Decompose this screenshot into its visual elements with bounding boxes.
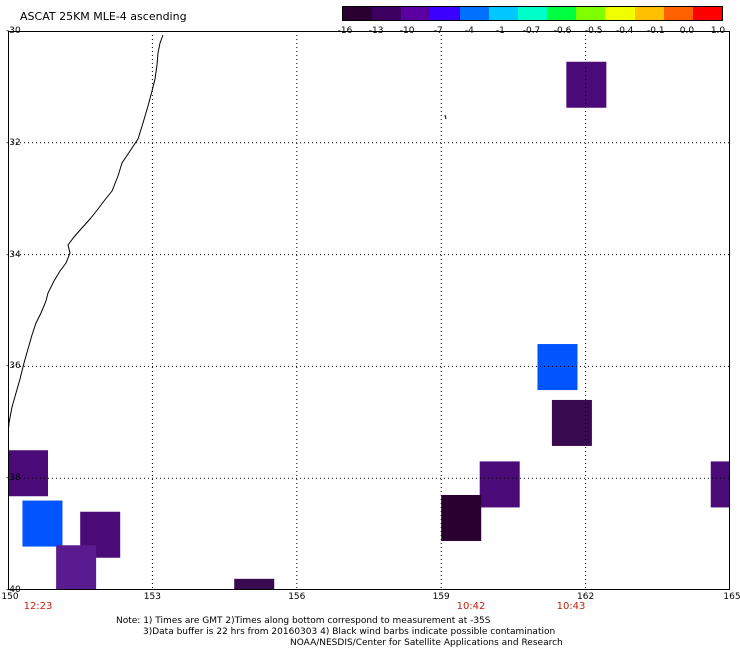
color-swatch	[692, 7, 723, 20]
color-scale-bar	[342, 6, 723, 21]
longitude-label: 162	[577, 592, 595, 602]
time-label-1: 12:23	[23, 601, 53, 612]
color-swatch	[459, 7, 489, 20]
color-swatch	[488, 7, 518, 20]
wind-cell	[479, 461, 520, 508]
note-line-2: 3)Data buffer is 22 hrs from 20160303 4)…	[143, 627, 556, 637]
latitude-label: -34	[6, 249, 21, 260]
wind-cell	[710, 461, 730, 508]
map-plot-area	[8, 31, 730, 590]
coastline	[8, 34, 164, 436]
longitude-label: 159	[432, 592, 450, 602]
color-swatch	[372, 7, 402, 20]
color-swatch	[401, 7, 431, 20]
latitude-label: -30	[6, 26, 21, 36]
wind-cell	[566, 61, 607, 108]
wind-cell	[8, 450, 48, 497]
longitude-label: 153	[143, 592, 161, 602]
graticule	[8, 31, 730, 590]
color-swatch	[576, 7, 606, 20]
latitude-label: -36	[6, 361, 21, 372]
longitude-label: 165	[723, 592, 740, 602]
map-title: ASCAT 25KM MLE-4 ascending	[20, 10, 187, 23]
latitude-label: -40	[6, 585, 21, 595]
time-label-2: 10:42	[456, 601, 486, 612]
color-swatch	[517, 7, 548, 20]
wind-cell	[56, 545, 97, 590]
longitude-label: 156	[288, 592, 306, 602]
latitude-label: -32	[6, 137, 21, 148]
color-swatch	[605, 7, 635, 20]
wind-cell	[537, 344, 578, 391]
note-line-1: Note: 1) Times are GMT 2)Times along bot…	[116, 616, 491, 626]
time-label-3: 10:43	[556, 601, 586, 612]
color-swatch	[430, 7, 460, 20]
note-line-3: NOAA/NESDIS/Center for Satellite Applica…	[290, 638, 563, 648]
wind-cells-layer	[8, 61, 730, 590]
color-swatch	[634, 7, 664, 20]
island-outline	[444, 114, 447, 120]
color-swatch	[547, 7, 577, 20]
map-border	[8, 31, 730, 590]
wind-cell	[441, 494, 482, 541]
wind-cell	[22, 500, 63, 547]
color-swatch	[343, 7, 373, 20]
latitude-label: -38	[6, 473, 21, 484]
longitude-label: 150	[1, 592, 19, 602]
color-swatch	[663, 7, 693, 20]
wind-cell	[234, 578, 275, 590]
